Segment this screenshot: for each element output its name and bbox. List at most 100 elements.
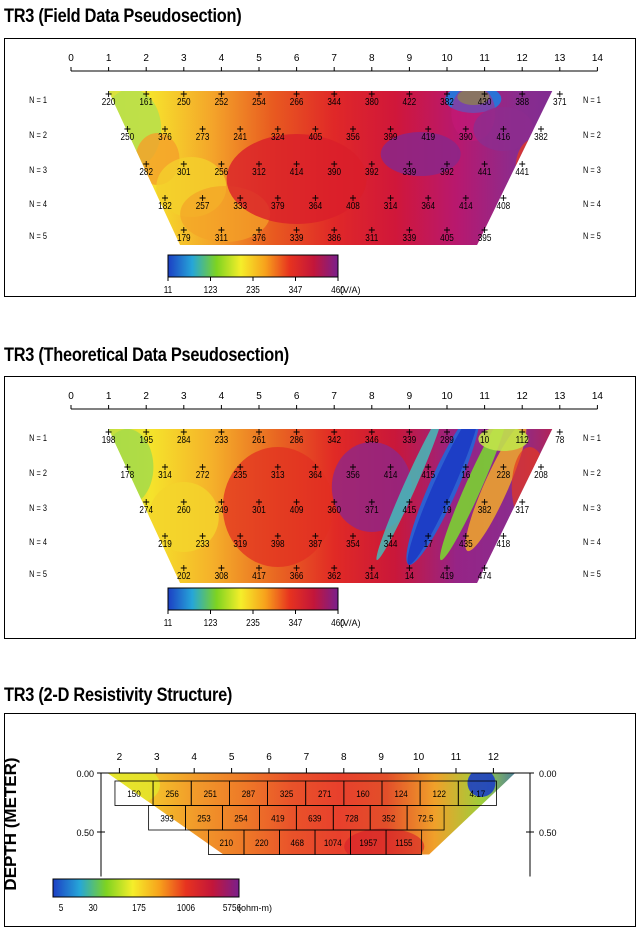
colorbar — [52, 878, 240, 898]
data-value: 314 — [384, 200, 398, 211]
colorbar-tick-label: 11 — [164, 617, 173, 628]
data-value: 356 — [346, 469, 360, 480]
data-value: 250 — [177, 96, 191, 107]
data-value: 392 — [440, 166, 454, 177]
resistivity-value: 728 — [345, 813, 359, 824]
x-tick-label: 0 — [68, 53, 74, 64]
data-point-marker — [293, 161, 300, 167]
x-tick-label: 3 — [154, 752, 160, 763]
data-value: 364 — [309, 200, 323, 211]
level-label-right: N = 3 — [583, 503, 601, 513]
data-value: 390 — [327, 166, 341, 177]
data-point-marker — [256, 565, 262, 571]
data-point-marker — [444, 429, 450, 435]
data-value: 399 — [384, 131, 398, 142]
x-tick-label: 4 — [219, 53, 225, 64]
data-value: 364 — [309, 469, 323, 480]
data-value: 301 — [177, 166, 191, 177]
data-value: 388 — [515, 96, 529, 107]
data-point-marker — [387, 126, 394, 132]
colorbar — [167, 254, 339, 278]
data-point-marker — [500, 126, 507, 132]
data-point-marker — [218, 499, 225, 505]
data-value: 430 — [478, 96, 492, 107]
data-point-marker — [162, 533, 168, 539]
data-point-marker — [425, 126, 432, 132]
resistivity-value: 122 — [432, 789, 446, 800]
data-point-marker — [368, 565, 375, 571]
low-resistivity-blob — [467, 773, 496, 797]
data-point-marker — [274, 195, 281, 201]
data-value: 416 — [497, 131, 511, 142]
data-point-marker — [331, 499, 338, 505]
data-value: 314 — [158, 469, 172, 480]
x-tick-label: 6 — [266, 752, 272, 763]
contour-blob — [465, 429, 527, 552]
x-tick-label: 11 — [479, 391, 490, 402]
x-tick-label: 13 — [554, 391, 566, 402]
data-value: 419 — [421, 131, 435, 142]
data-point-marker — [481, 499, 488, 505]
data-point-marker — [444, 161, 450, 167]
data-point-marker — [124, 126, 131, 132]
data-value: 371 — [553, 96, 567, 107]
data-value: 14 — [405, 570, 414, 581]
data-value: 382 — [478, 504, 492, 515]
data-value: 398 — [271, 538, 285, 549]
resistivity-value: 124 — [394, 789, 408, 800]
data-value: 10 — [480, 434, 489, 445]
data-value: 202 — [177, 570, 191, 581]
data-point-marker — [312, 126, 319, 132]
data-point-marker — [368, 227, 375, 233]
data-value: 233 — [196, 538, 210, 549]
data-point-marker — [199, 533, 206, 539]
data-value: 419 — [440, 570, 454, 581]
resistivity-value: 220 — [255, 838, 269, 849]
data-value: 414 — [384, 469, 398, 480]
data-value: 362 — [327, 570, 341, 581]
data-point-marker — [331, 227, 338, 233]
x-tick-label: 8 — [341, 752, 347, 763]
depth-tick-label: 0.00 — [76, 769, 94, 779]
contour-blob — [148, 482, 219, 552]
data-point-marker — [180, 227, 187, 233]
data-point-marker — [538, 464, 544, 470]
resistivity-value: 352 — [382, 813, 396, 824]
data-point-marker — [519, 161, 526, 167]
resistivity-cell — [385, 829, 423, 855]
x-tick-label: 5 — [256, 391, 262, 402]
data-value: 390 — [459, 131, 473, 142]
data-value: 314 — [365, 570, 379, 581]
x-tick-label: 10 — [413, 752, 425, 763]
high-resistivity-blob — [344, 828, 425, 855]
data-point-marker — [180, 565, 187, 571]
data-value: 417 — [252, 570, 266, 581]
data-value: 319 — [233, 538, 247, 549]
colorbar-tick-label: 5756 — [223, 902, 241, 913]
data-point-marker — [556, 429, 563, 435]
data-value: 112 — [516, 434, 529, 445]
contour-blob — [331, 442, 412, 532]
data-value: 317 — [515, 504, 529, 515]
data-value: 220 — [102, 96, 116, 107]
data-point-marker — [406, 161, 413, 167]
x-tick-label: 8 — [369, 53, 375, 64]
x-tick-label: 9 — [407, 53, 413, 64]
data-point-marker — [368, 91, 375, 97]
data-value: 382 — [534, 131, 548, 142]
data-value: 414 — [459, 200, 473, 211]
x-tick-label: 10 — [441, 391, 453, 402]
data-value: 19 — [442, 504, 451, 515]
x-tick-label: 3 — [181, 53, 187, 64]
level-label-left: N = 4 — [29, 537, 47, 547]
data-point-marker — [180, 161, 187, 167]
data-point-marker — [350, 464, 356, 470]
data-value: 233 — [215, 434, 229, 445]
x-tick-label: 0 — [68, 391, 74, 402]
colorbar-tick-label: 11 — [164, 284, 173, 295]
data-value: 195 — [139, 434, 153, 445]
data-value: 395 — [478, 232, 492, 243]
resistivity-value: 254 — [234, 813, 248, 824]
level-label-left: N = 1 — [29, 95, 47, 105]
data-point-marker — [274, 464, 281, 470]
